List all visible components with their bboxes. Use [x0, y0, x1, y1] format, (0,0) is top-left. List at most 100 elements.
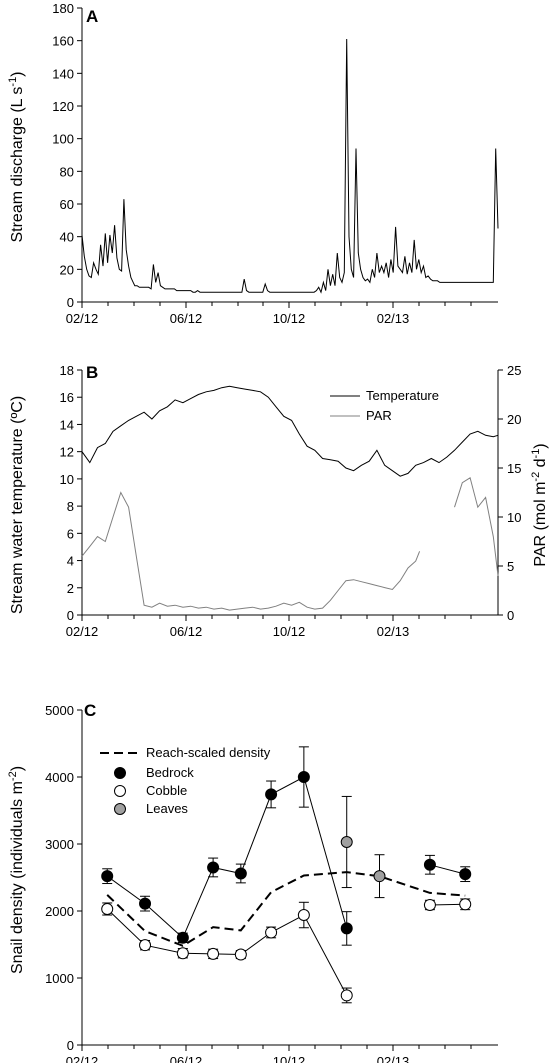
- x-tick-label: 10/12: [273, 624, 306, 639]
- x-tick-label: 06/12: [170, 311, 203, 326]
- discharge-line: [81, 38, 499, 294]
- panel-c-legend: Reach-scaled density Bedrock Cobble Leav…: [100, 745, 271, 816]
- bedrock-point: [265, 788, 278, 801]
- y-tick-label: 6: [67, 526, 74, 541]
- y-tick-label: 16: [60, 390, 74, 405]
- bedrock-point: [340, 922, 353, 935]
- x-tick-label: 06/12: [170, 624, 203, 639]
- cobble-point: [176, 947, 189, 960]
- y-tick-label: 4000: [45, 770, 74, 785]
- legend-reach-label: Reach-scaled density: [146, 745, 271, 760]
- y-tick-label: 40: [60, 230, 74, 245]
- cobble-point: [265, 926, 278, 939]
- y-tick-label: 3000: [45, 837, 74, 852]
- leaves-point: [373, 870, 386, 883]
- y-tick-label: 2: [67, 581, 74, 596]
- y-tick-label: 0: [507, 608, 514, 623]
- panel-a-y-ticks: 0 20 40 60 80 100 120 140 160 180: [52, 1, 82, 310]
- y-tick-label: 180: [52, 1, 74, 16]
- bedrock-point: [297, 771, 310, 783]
- panel-b-x-ticks: 02/12 06/12 10/12 02/13: [66, 615, 472, 639]
- bedrock-point: [176, 931, 189, 944]
- y-tick-label: 140: [52, 66, 74, 81]
- panel-b-letter: B: [86, 363, 98, 382]
- y-tick-label: 20: [60, 262, 74, 277]
- y-tick-label: 120: [52, 99, 74, 114]
- x-tick-label: 02/12: [66, 1054, 99, 1063]
- x-tick-label: 02/12: [66, 624, 99, 639]
- bedrock-point: [101, 870, 114, 883]
- y-tick-label: 60: [60, 197, 74, 212]
- panel-c-y-label: Snail density (individuals m-2): [7, 766, 26, 974]
- bedrock-point: [207, 861, 220, 874]
- x-tick-label: 02/13: [377, 624, 410, 639]
- panel-a: A 0 20 40 60 80 100 120 140 160 180 02/12 06/12 10/…: [7, 1, 499, 326]
- x-tick-label: 10/12: [273, 1054, 306, 1063]
- x-tick-label: 06/12: [170, 1054, 203, 1063]
- y-tick-label: 0: [67, 295, 74, 310]
- y-tick-label: 1000: [45, 971, 74, 986]
- y-tick-label: 14: [60, 417, 74, 432]
- bedrock-point: [423, 858, 436, 871]
- y-tick-label: 2000: [45, 904, 74, 919]
- cobble-point: [423, 898, 436, 911]
- y-tick-label: 160: [52, 34, 74, 49]
- cobble-point: [297, 909, 310, 922]
- cobble-point: [459, 898, 472, 911]
- panel-a-y-label: Stream discharge (L s-1): [7, 71, 26, 242]
- bedrock-point: [459, 868, 472, 881]
- x-tick-label: 02/13: [377, 311, 410, 326]
- x-tick-label: 10/12: [273, 311, 306, 326]
- panel-a-letter: A: [86, 7, 98, 26]
- y-tick-label: 15: [507, 461, 521, 476]
- bedrock-point: [139, 897, 152, 910]
- x-tick-label: 02/12: [66, 311, 99, 326]
- y-tick-label: 5000: [45, 703, 74, 718]
- y-tick-label: 18: [60, 363, 74, 378]
- y-tick-label: 80: [60, 164, 74, 179]
- y-tick-label: 0: [67, 1038, 74, 1053]
- cobble-point: [207, 947, 220, 960]
- y-tick-label: 100: [52, 132, 74, 147]
- par-line: [81, 477, 499, 611]
- legend-bedrock-label: Bedrock: [146, 765, 194, 780]
- legend-leaves-label: Leaves: [146, 801, 188, 816]
- panel-c-markers: [101, 746, 472, 1004]
- y-tick-label: 25: [507, 363, 521, 378]
- cobble-point: [139, 939, 152, 952]
- y-tick-label: 0: [67, 608, 74, 623]
- y-tick-label: 5: [507, 559, 514, 574]
- y-tick-label: 10: [507, 510, 521, 525]
- legend-bedrock-swatch: [114, 767, 126, 779]
- cobble-point: [101, 902, 114, 915]
- x-tick-label: 02/13: [377, 1054, 410, 1063]
- y-tick-label: 12: [60, 445, 74, 460]
- panel-c-letter: C: [84, 701, 96, 720]
- panel-b-right-label: PAR (mol m-2 d-1): [530, 443, 549, 566]
- panel-c-x-ticks: 02/12 06/12 10/12 02/13: [66, 1045, 472, 1063]
- reach-scaled-line: [106, 871, 466, 947]
- legend-cobble-swatch: [114, 785, 126, 797]
- y-tick-label: 8: [67, 499, 74, 514]
- panel-b-y-ticks: 0 2 4 6 8 10 12 14 16 18: [60, 363, 82, 623]
- panel-b-y-label: Stream water temperature (ºC): [9, 396, 26, 614]
- y-tick-label: 10: [60, 472, 74, 487]
- cobble-point: [234, 948, 247, 961]
- panel-b: B 0 2 4 6 8 10 12 14 16 18 0 5 10 15 20 25 02/12 06/12 1…: [9, 363, 549, 639]
- panel-c-y-ticks: 0 1000 2000 3000 4000 5000: [45, 703, 82, 1053]
- panel-a-x-ticks: 02/12 06/12 10/12 02/13: [66, 302, 472, 326]
- legend-temperature-label: Temperature: [366, 388, 439, 403]
- panel-b-right-ticks: 0 5 10 15 20 25: [498, 363, 521, 623]
- legend-par-label: PAR: [366, 408, 392, 423]
- panel-b-legend: Temperature PAR: [330, 388, 439, 423]
- leaves-point: [340, 835, 353, 848]
- cobble-point: [340, 989, 353, 1002]
- bedrock-point: [234, 867, 247, 880]
- temperature-line: [81, 385, 499, 477]
- y-tick-label: 20: [507, 412, 521, 427]
- legend-cobble-label: Cobble: [146, 783, 187, 798]
- y-tick-label: 4: [67, 554, 74, 569]
- legend-leaves-swatch: [114, 803, 126, 815]
